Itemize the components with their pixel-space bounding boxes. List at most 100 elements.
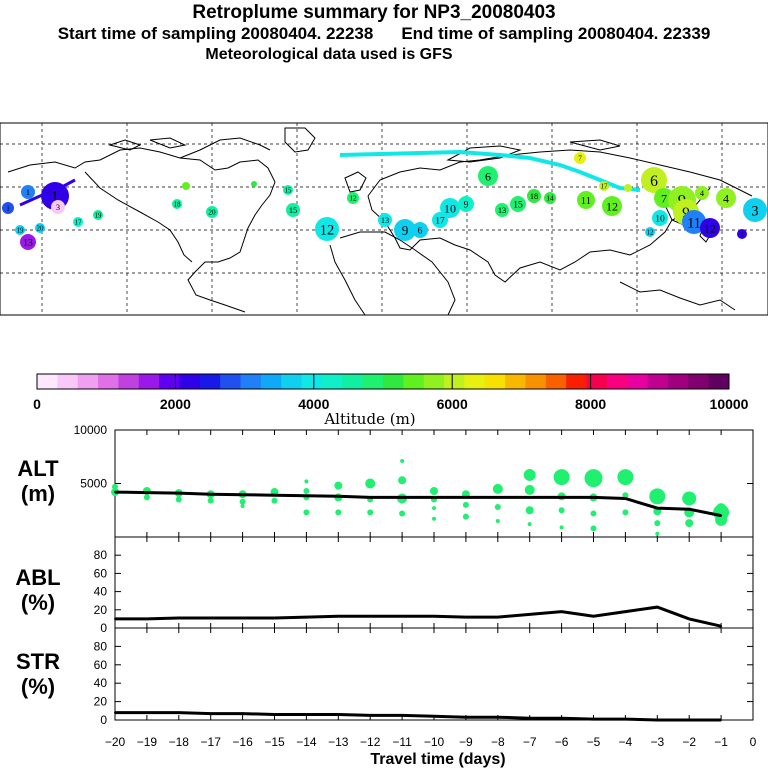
end-time-label: End time of sampling 20080404. 22339 — [401, 24, 711, 43]
map-point-label: 10 — [444, 202, 456, 216]
map-plume-point — [286, 203, 300, 217]
alt-series-point — [464, 496, 467, 499]
map-point-label: 12 — [320, 222, 334, 238]
alt-series-point — [273, 494, 276, 497]
str-series-point — [241, 712, 244, 715]
map-point-label: 17 — [75, 218, 83, 226]
alt-series-point — [177, 492, 180, 495]
map-point-label: 19 — [95, 211, 103, 219]
panel-frame — [114, 627, 754, 721]
map-plume-point — [458, 196, 474, 212]
x-tick-label: −7 — [523, 735, 537, 749]
map-point-label: 18 — [530, 192, 538, 201]
map-plume-point — [577, 191, 595, 209]
map-plume-point — [574, 152, 586, 164]
altitude-scatter-point — [432, 506, 436, 511]
abl-series-point — [560, 610, 563, 613]
str-label: STR — [16, 649, 60, 674]
colorbar-swatch — [464, 374, 486, 389]
colorbar-swatch — [301, 374, 323, 389]
map-point-label: 4 — [700, 189, 705, 198]
colorbar-swatch — [342, 374, 364, 389]
panel-frame — [114, 536, 754, 629]
y-tick-label: 20 — [94, 695, 108, 709]
altitude-scatter-point — [655, 531, 660, 536]
y-tick-label: 80 — [94, 639, 108, 653]
x-tick-label: −6 — [555, 735, 569, 749]
colorbar-swatch — [220, 374, 242, 389]
str-series-point — [656, 719, 659, 721]
map-point-label: 12 — [647, 228, 655, 236]
map-point-label: 11 — [687, 215, 701, 231]
str-series-point — [496, 716, 499, 719]
abl-series-point — [241, 616, 244, 619]
altitude-scatter-point — [399, 510, 406, 517]
x-tick-label: −14 — [296, 735, 317, 749]
colorbar-swatch — [118, 374, 140, 389]
x-tick-label: −17 — [201, 735, 222, 749]
altitude-scatter-point — [271, 497, 278, 504]
map-plume-point — [315, 217, 339, 241]
map-point-label: 17 — [435, 216, 445, 227]
start-time-label: Start time of sampling 20080404. 22238 — [57, 24, 374, 43]
alt-unit: (m) — [21, 481, 55, 506]
altitude-scatter-point — [143, 494, 150, 501]
y-tick-label: 60 — [94, 566, 108, 580]
abl-series-point — [720, 625, 723, 628]
altitude-scatter-point — [398, 476, 407, 485]
altitude-scatter-point — [207, 497, 214, 504]
map-plume-point — [478, 166, 498, 186]
map-point-label: 14 — [546, 195, 554, 203]
map-point-label: 6 — [418, 226, 423, 237]
colorbar-swatch — [484, 374, 506, 389]
str-series-point — [273, 713, 276, 716]
colorbar-tick-label: 4000 — [298, 396, 329, 412]
alt-series-point — [496, 496, 499, 499]
x-tick-label: −5 — [587, 735, 601, 749]
x-tick-label: −20 — [105, 735, 126, 749]
alt-series-point — [528, 496, 531, 499]
altitude-scatter-point — [400, 459, 405, 464]
y-tick-label: 40 — [94, 676, 108, 690]
x-tick-label: −8 — [491, 735, 505, 749]
altitude-scatter-point — [304, 479, 309, 484]
abl-series-point — [177, 616, 180, 619]
map-plume-point — [394, 219, 416, 241]
colorbar-swatch — [444, 374, 465, 389]
abl-series-point — [209, 616, 212, 619]
colorbar-tick-label: 6000 — [437, 396, 468, 412]
map-point-label: 12 — [606, 200, 618, 214]
map-point-label: 17 — [601, 182, 609, 190]
x-tick-label: −2 — [682, 735, 696, 749]
alt-series-point — [720, 514, 723, 517]
alt-series-point — [145, 491, 148, 494]
altitude-scatter-point — [622, 509, 629, 516]
map-plume-point — [378, 213, 392, 227]
colorbar-swatch — [545, 374, 567, 389]
altitude-scatter-point — [492, 483, 503, 494]
altitude-scatter-point — [524, 484, 535, 495]
map-plume-point — [206, 206, 218, 218]
colorbar-swatch — [362, 374, 384, 389]
colorbar-swatch — [525, 374, 547, 389]
altitude-scatter-point — [654, 520, 661, 527]
map-plume-point — [695, 186, 709, 200]
altitude-scatter-point — [558, 507, 565, 514]
alt-series-point — [305, 494, 308, 497]
map-plume-point — [737, 229, 747, 239]
str-series-point — [688, 719, 691, 721]
abl-series-point — [273, 616, 276, 619]
altitude-scatter-point — [303, 487, 310, 494]
abl-series-point — [401, 615, 404, 618]
map-point-label: 3 — [751, 203, 758, 219]
map-point-label: 11 — [581, 195, 591, 207]
map-plume-point — [182, 182, 190, 190]
map-plume-point — [716, 188, 736, 208]
colorbar-swatch — [321, 374, 343, 389]
colorbar-swatch — [667, 374, 689, 389]
colorbar-swatch — [77, 374, 99, 389]
map-plume-point — [251, 181, 257, 187]
altitude-scatter-point — [617, 469, 634, 486]
